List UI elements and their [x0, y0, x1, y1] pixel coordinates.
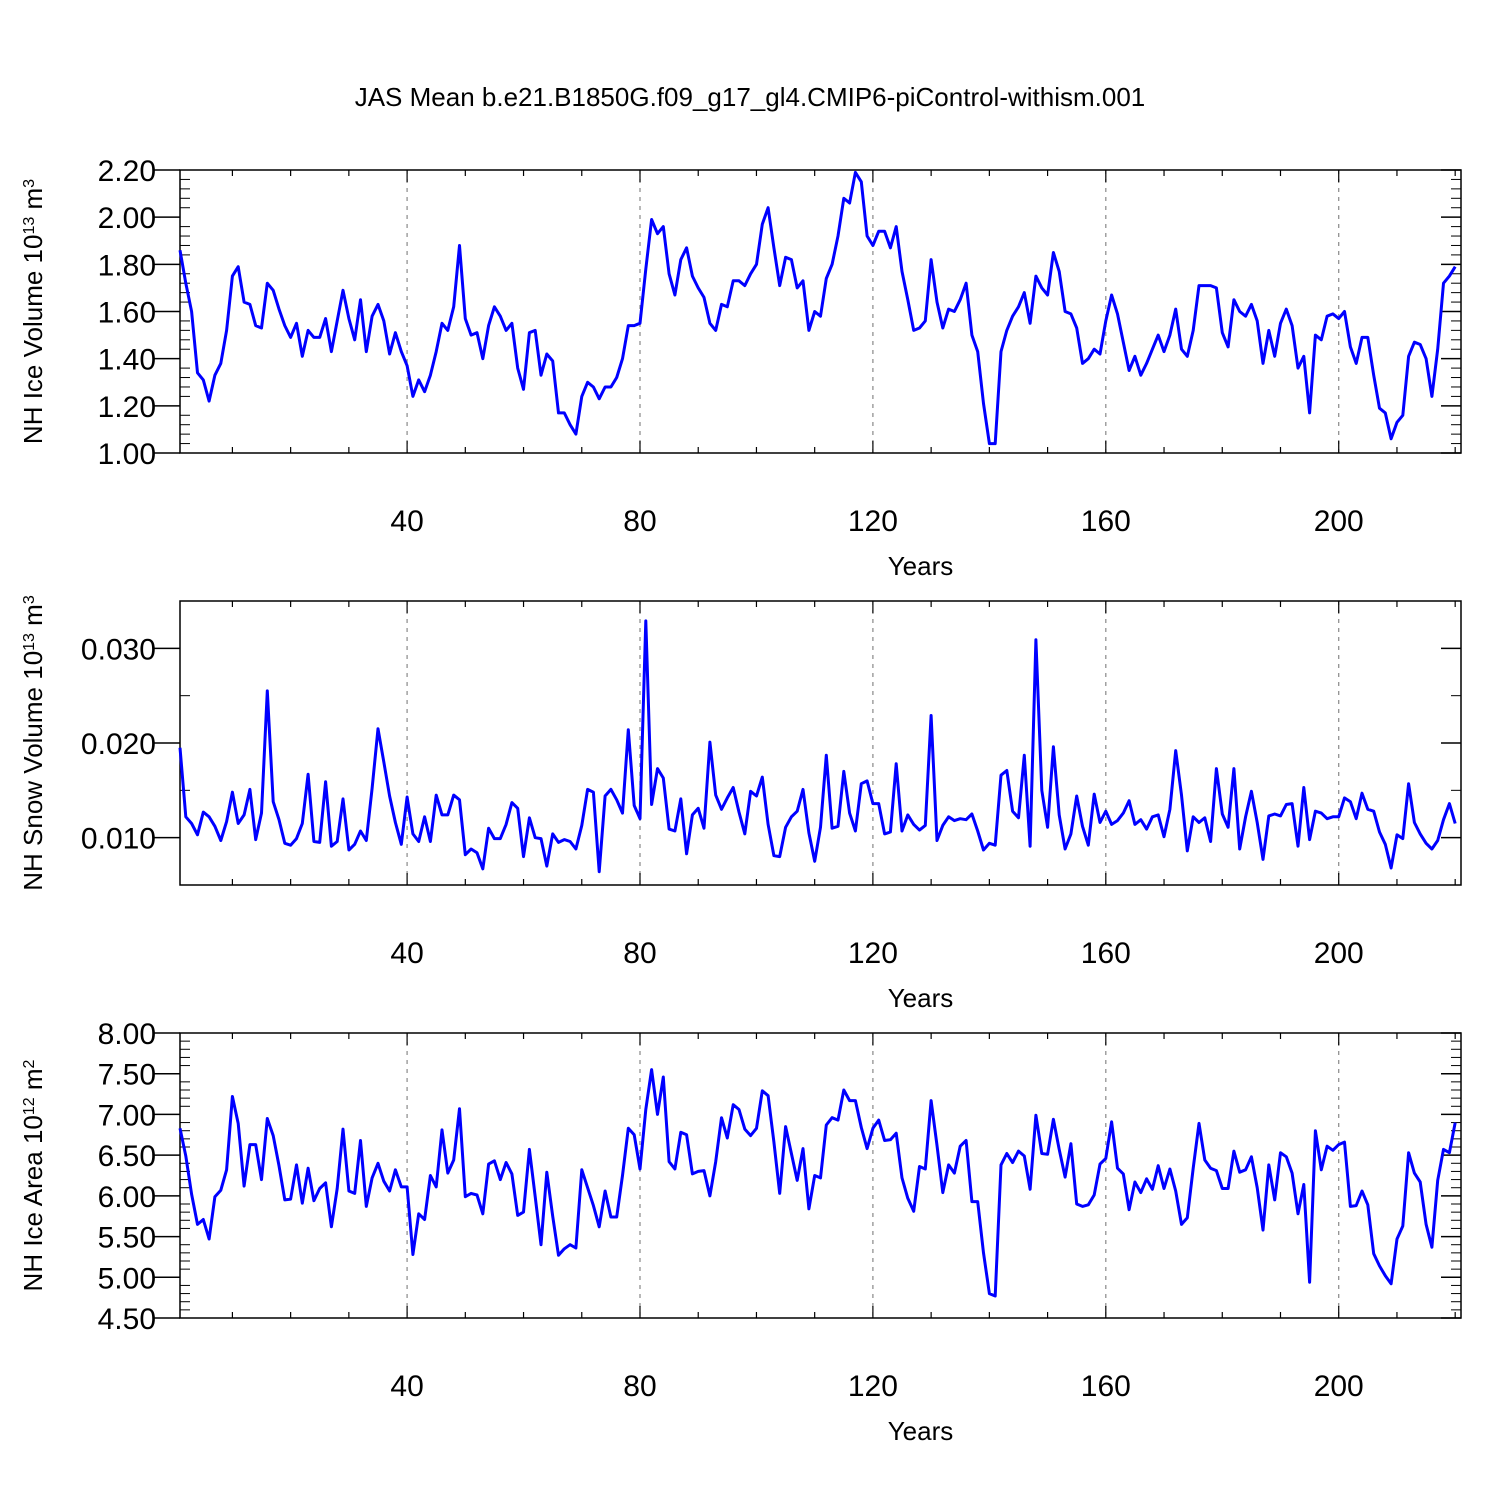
x-tick-label: 40 [390, 1370, 423, 1403]
x-tick-label: 80 [623, 1370, 656, 1403]
x-tick-label: 160 [1081, 1370, 1131, 1403]
y-tick-label: 6.50 [98, 1140, 156, 1173]
y-tick-label: 5.00 [98, 1262, 156, 1295]
y-axis-label: NH Ice Area 1012 m2 [18, 1059, 48, 1291]
x-axis-label: Years [888, 1416, 954, 1446]
y-tick-label: 7.50 [98, 1059, 156, 1092]
x-tick-label: 80 [623, 937, 656, 970]
panel-2: 0.010 0.020 0.030 40 80 120 160 200 Years NH Snow… [18, 595, 1462, 1013]
y-tick-label: 0.020 [81, 728, 156, 761]
x-tick-label: 120 [848, 1370, 898, 1403]
y-axis-label-part: NH Ice Volume 10 [18, 235, 48, 445]
x-tick-label: 80 [623, 505, 656, 538]
y-tick-label: 2.00 [98, 202, 156, 235]
y-tick-label: 1.20 [98, 391, 156, 424]
x-tick-label: 200 [1314, 505, 1364, 538]
y-tick-label: 1.40 [98, 344, 156, 377]
y-tick-label: 8.00 [98, 1018, 156, 1051]
x-tick-label: 120 [848, 505, 898, 538]
chart-title: JAS Mean b.e21.B1850G.f09_g17_gl4.CMIP6-… [355, 82, 1146, 112]
plot-frame [179, 600, 1462, 886]
y-axis-label-part: m [18, 1068, 48, 1097]
y-axis-label-superscript: 12 [21, 1097, 38, 1115]
x-tick-label: 200 [1314, 937, 1364, 970]
y-axis-label-superscript: 13 [21, 633, 38, 651]
y-tick-label: 1.60 [98, 297, 156, 330]
x-axis-label: Years [888, 983, 954, 1013]
y-axis-label: NH Snow Volume 1013 m3 [18, 595, 48, 891]
y-tick-label: 6.00 [98, 1181, 156, 1214]
y-tick-label: 1.80 [98, 249, 156, 282]
x-tick-label: 40 [390, 505, 423, 538]
y-axis-label-part: m [18, 188, 48, 217]
plot-frame [179, 1032, 1462, 1319]
y-axis-label-part: NH Snow Volume 10 [18, 651, 48, 891]
y-axis-label-part: NH Ice Area 10 [18, 1115, 48, 1291]
panel-1: 1.00 1.20 1.40 1.60 1.80 2.00 2.20 40 80 120 160 20… [18, 155, 1462, 581]
y-tick-label: 7.00 [98, 1099, 156, 1132]
y-axis-label-superscript: 3 [21, 179, 38, 188]
x-tick-label: 160 [1081, 937, 1131, 970]
y-axis-label: NH Ice Volume 1013 m3 [18, 179, 48, 444]
x-tick-label: 40 [390, 937, 423, 970]
x-axis-label: Years [888, 551, 954, 581]
x-tick-label: 160 [1081, 505, 1131, 538]
y-axis-label-part: m [18, 604, 48, 633]
y-tick-label: 5.50 [98, 1222, 156, 1255]
y-axis-label-superscript: 3 [21, 595, 38, 604]
y-axis-label-superscript: 2 [21, 1059, 38, 1068]
y-axis-label-superscript: 13 [21, 217, 38, 235]
series-line [178, 170, 1457, 446]
series-line [178, 1068, 1457, 1298]
y-tick-label: 0.010 [81, 823, 156, 856]
y-tick-label: 0.030 [81, 633, 156, 666]
x-tick-label: 200 [1314, 1370, 1364, 1403]
y-tick-label: 1.00 [98, 438, 156, 471]
panel-3: 4.50 5.00 5.50 6.00 6.50 7.00 7.50 8.00 40 80 120 1… [18, 1018, 1462, 1446]
series-line [178, 619, 1457, 874]
y-tick-label: 4.50 [98, 1303, 156, 1336]
x-tick-label: 120 [848, 937, 898, 970]
y-tick-label: 2.20 [98, 155, 156, 188]
